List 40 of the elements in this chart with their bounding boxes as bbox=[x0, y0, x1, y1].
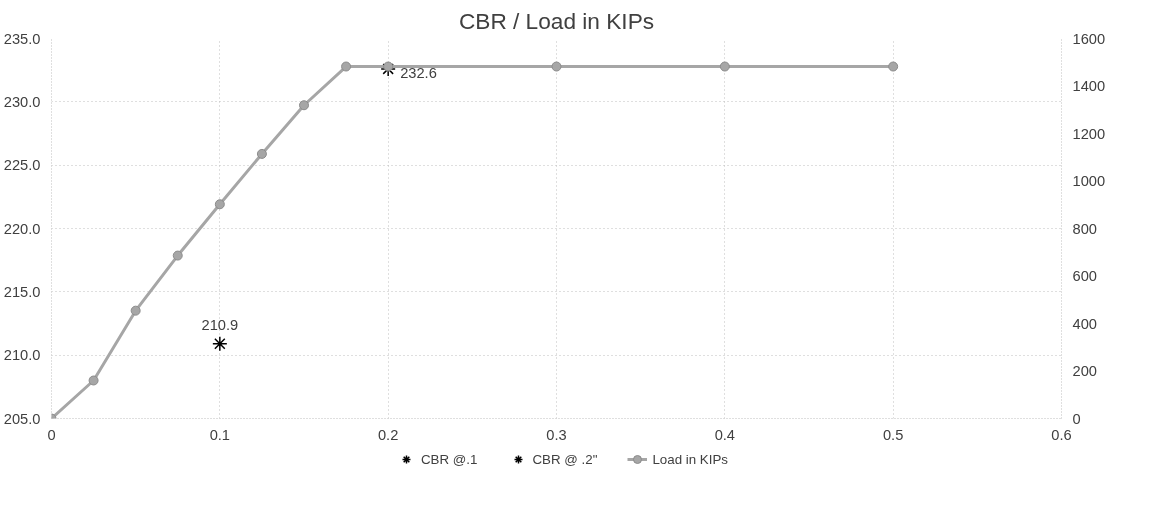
y2-tick-label: 200 bbox=[1072, 363, 1097, 379]
legend-label: CBR @ .2" bbox=[532, 451, 598, 467]
y-tick-label: 210.0 bbox=[3, 347, 41, 364]
x-tick-label: 0.6 bbox=[1051, 426, 1072, 443]
point bbox=[341, 61, 352, 72]
x-tick-label: 0.2 bbox=[377, 426, 399, 443]
point bbox=[130, 305, 141, 316]
y2-tick-label: 1000 bbox=[1072, 173, 1106, 189]
data-label: 210.9 bbox=[201, 316, 239, 333]
x-tick-label: 0.4 bbox=[714, 426, 736, 443]
y-tick-label: 230.0 bbox=[3, 93, 41, 110]
point bbox=[719, 61, 730, 72]
point bbox=[383, 61, 394, 72]
x-tick-label: 0.3 bbox=[546, 426, 567, 443]
y2-tick-label: 600 bbox=[1072, 268, 1097, 284]
point bbox=[88, 375, 99, 386]
x-tick-label: 0.1 bbox=[209, 426, 231, 443]
y-tick-label: 235.0 bbox=[3, 30, 41, 47]
point bbox=[299, 100, 309, 111]
chart-title: CBR / Load in KIPs bbox=[458, 7, 655, 34]
x-tick-label: 0.5 bbox=[882, 426, 904, 443]
y-tick-label: 215.0 bbox=[3, 283, 41, 300]
y2-tick-label: 1400 bbox=[1072, 78, 1106, 94]
point bbox=[551, 61, 562, 72]
point bbox=[214, 199, 225, 210]
y2-tick-label: 1600 bbox=[1072, 30, 1106, 47]
y2-tick-label: 0 bbox=[1072, 410, 1081, 427]
point bbox=[256, 148, 267, 159]
point bbox=[888, 61, 899, 72]
point bbox=[172, 250, 183, 261]
y2-tick-label: 400 bbox=[1072, 315, 1097, 332]
y-tick-label: 205.0 bbox=[3, 410, 41, 427]
legend-label: Load in KIPs bbox=[652, 451, 729, 467]
y-tick-label: 225.0 bbox=[3, 157, 41, 174]
legend-label: CBR @.1 bbox=[420, 451, 478, 467]
y2-tick-label: 800 bbox=[1072, 220, 1097, 237]
data-label: 232.6 bbox=[400, 64, 437, 81]
y-tick-label: 220.0 bbox=[3, 220, 41, 237]
y2-tick-label: 1200 bbox=[1072, 125, 1106, 142]
x-tick-label: 0 bbox=[47, 426, 56, 443]
